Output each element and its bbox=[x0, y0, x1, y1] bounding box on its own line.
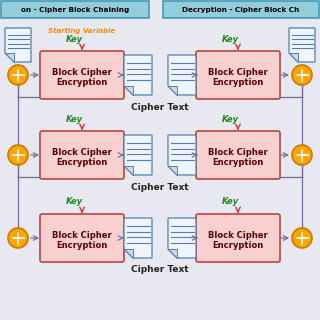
Polygon shape bbox=[289, 53, 298, 62]
Text: Encryption: Encryption bbox=[212, 77, 264, 86]
Text: Cipher Text: Cipher Text bbox=[131, 102, 189, 111]
Text: Encryption: Encryption bbox=[212, 241, 264, 250]
Text: Block Cipher: Block Cipher bbox=[52, 230, 112, 239]
Polygon shape bbox=[168, 166, 177, 175]
Polygon shape bbox=[124, 86, 133, 95]
Circle shape bbox=[8, 65, 28, 85]
Polygon shape bbox=[168, 86, 177, 95]
Circle shape bbox=[8, 145, 28, 165]
Text: Key: Key bbox=[221, 35, 239, 44]
Text: Decryption - Cipher Block Ch: Decryption - Cipher Block Ch bbox=[182, 7, 300, 13]
Text: Key: Key bbox=[65, 35, 83, 44]
Circle shape bbox=[292, 228, 312, 248]
FancyBboxPatch shape bbox=[1, 1, 149, 18]
Text: Cipher Text: Cipher Text bbox=[131, 182, 189, 191]
Text: Encryption: Encryption bbox=[212, 157, 264, 166]
Text: Block Cipher: Block Cipher bbox=[208, 148, 268, 156]
Text: Key: Key bbox=[65, 197, 83, 206]
Polygon shape bbox=[168, 218, 196, 258]
Circle shape bbox=[292, 145, 312, 165]
Text: Encryption: Encryption bbox=[56, 241, 108, 250]
FancyBboxPatch shape bbox=[196, 214, 280, 262]
Text: Block Cipher: Block Cipher bbox=[52, 68, 112, 76]
Polygon shape bbox=[124, 135, 152, 175]
Circle shape bbox=[8, 228, 28, 248]
Polygon shape bbox=[124, 55, 152, 95]
Polygon shape bbox=[124, 166, 133, 175]
Polygon shape bbox=[124, 249, 133, 258]
Polygon shape bbox=[5, 28, 31, 62]
Text: Block Cipher: Block Cipher bbox=[208, 230, 268, 239]
Text: Encryption: Encryption bbox=[56, 77, 108, 86]
Text: Key: Key bbox=[221, 115, 239, 124]
FancyBboxPatch shape bbox=[40, 131, 124, 179]
Text: Starting Variable: Starting Variable bbox=[48, 28, 115, 34]
Circle shape bbox=[292, 65, 312, 85]
Text: Block Cipher: Block Cipher bbox=[208, 68, 268, 76]
Text: Encryption: Encryption bbox=[56, 157, 108, 166]
Text: on - Cipher Block Chaining: on - Cipher Block Chaining bbox=[21, 7, 129, 13]
FancyBboxPatch shape bbox=[163, 1, 319, 18]
FancyBboxPatch shape bbox=[196, 131, 280, 179]
FancyBboxPatch shape bbox=[40, 51, 124, 99]
Polygon shape bbox=[289, 28, 315, 62]
Text: Key: Key bbox=[65, 115, 83, 124]
Polygon shape bbox=[168, 55, 196, 95]
FancyBboxPatch shape bbox=[196, 51, 280, 99]
Polygon shape bbox=[124, 218, 152, 258]
Text: Cipher Text: Cipher Text bbox=[131, 266, 189, 275]
Text: Key: Key bbox=[221, 197, 239, 206]
FancyBboxPatch shape bbox=[40, 214, 124, 262]
Polygon shape bbox=[5, 53, 14, 62]
Text: Block Cipher: Block Cipher bbox=[52, 148, 112, 156]
Polygon shape bbox=[168, 249, 177, 258]
Polygon shape bbox=[168, 135, 196, 175]
